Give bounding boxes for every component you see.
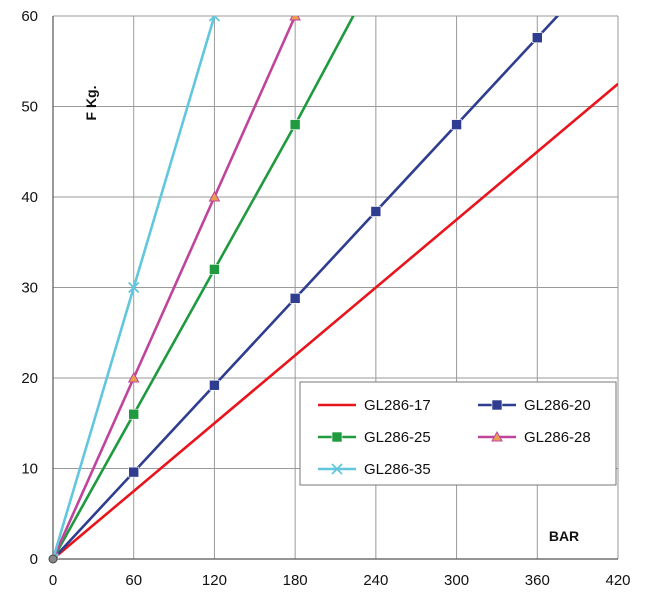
x-tick-label: 420 — [605, 572, 630, 589]
x-axis-label: BAR — [549, 528, 579, 544]
point-gl286-35-stroke-a — [213, 16, 221, 22]
x-tick-label: 300 — [444, 572, 469, 589]
series-gl286-17 — [53, 82, 618, 559]
legend-label-gl286-17: GL286-17 — [364, 397, 431, 414]
x-tick-label: 120 — [202, 572, 227, 589]
legend-item-gl286-35: GL286-35 — [318, 461, 431, 478]
legend-marker-gl286-35-stroke-b — [331, 463, 343, 475]
x-tick-label: 60 — [125, 572, 142, 589]
y-tick-label: 10 — [21, 461, 38, 478]
y-tick-label: 20 — [21, 370, 38, 387]
point-gl286-35 — [128, 281, 140, 294]
series-gl286-35 — [53, 16, 221, 559]
legend-item-gl286-25: GL286-25 — [318, 429, 431, 446]
y-tick-label: 0 — [30, 551, 38, 568]
legend-item-gl286-20: GL286-20 — [478, 397, 591, 414]
series-gl286-20 — [53, 16, 560, 559]
legend-marker-gl286-20 — [491, 399, 503, 411]
legend-label-gl286-35: GL286-35 — [364, 461, 431, 478]
point-gl286-35-stroke-b — [53, 553, 59, 559]
legend-marker-gl286-25 — [331, 431, 343, 443]
legend-marker-gl286-35 — [331, 463, 343, 475]
series-line-gl286-17 — [53, 82, 618, 559]
point-gl286-28 — [208, 190, 221, 202]
legend: GL286-17 GL286-20 GL286-25 GL286-28 GL286-35 — [299, 381, 617, 486]
point-gl286-35-stroke-b — [128, 281, 140, 294]
point-gl286-25 — [209, 264, 220, 275]
legend-item-gl286-28: GL286-28 — [478, 429, 591, 446]
point-gl286-20 — [128, 466, 140, 478]
series-line-gl286-20 — [53, 16, 560, 559]
series-line-gl286-28 — [53, 16, 297, 559]
y-tick-label: 30 — [21, 280, 38, 297]
point-gl286-35-stroke-b — [208, 16, 216, 22]
point-gl286-25 — [289, 119, 301, 130]
point-gl286-20 — [289, 293, 301, 304]
y-axis-label: F Kg. — [83, 86, 99, 121]
legend-label-gl286-20: GL286-20 — [524, 397, 591, 414]
point-gl286-20 — [451, 119, 462, 130]
legend-item-gl286-17: GL286-17 — [318, 397, 431, 414]
legend-label-gl286-28: GL286-28 — [524, 429, 591, 446]
origin-point — [48, 554, 58, 564]
point-gl286-20 — [209, 379, 220, 391]
point-gl286-35 — [53, 553, 59, 559]
legend-label-gl286-25: GL286-25 — [364, 429, 431, 446]
point-gl286-20 — [370, 206, 382, 217]
series-layer — [48, 16, 618, 564]
point-gl286-28 — [127, 371, 140, 383]
ticks: 0 60 120 180 240 300 360 420 0 10 20 30 40 50 60 — [21, 8, 630, 589]
x-tick-label: 0 — [49, 572, 57, 589]
x-tick-label: 240 — [363, 572, 388, 589]
x-tick-label: 360 — [525, 572, 550, 589]
y-tick-label: 50 — [21, 99, 38, 116]
point-gl286-20 — [531, 32, 543, 44]
grid — [52, 15, 619, 560]
y-tick-label: 40 — [21, 189, 38, 206]
legend-marker-gl286-28 — [491, 430, 503, 442]
point-gl286-25 — [128, 408, 140, 420]
y-tick-label: 60 — [21, 8, 38, 25]
point-gl286-28 — [289, 16, 301, 21]
x-tick-label: 180 — [283, 572, 308, 589]
point-gl286-35 — [208, 16, 221, 22]
